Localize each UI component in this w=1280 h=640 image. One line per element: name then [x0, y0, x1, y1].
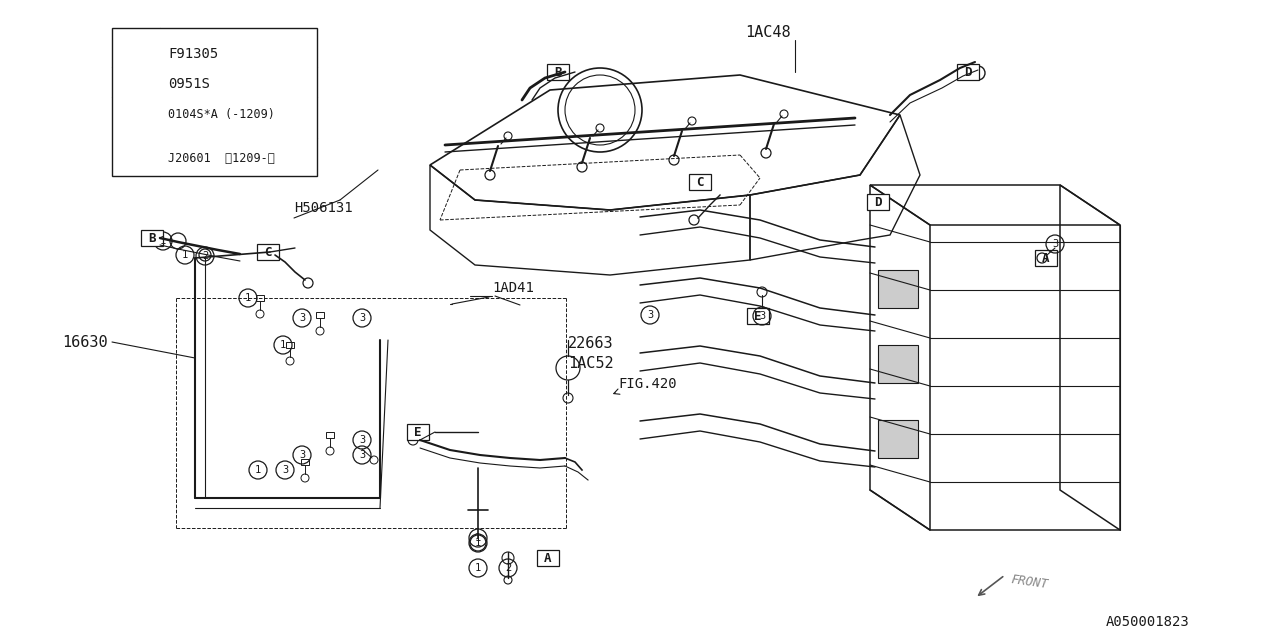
Bar [957, 64, 979, 80]
Bar [141, 230, 163, 246]
Text: 3: 3 [358, 435, 365, 445]
Text: 1: 1 [475, 563, 481, 573]
Text: 1: 1 [280, 340, 287, 350]
Text: 1: 1 [182, 250, 188, 260]
Text: C: C [696, 175, 704, 189]
Bar [301, 459, 308, 465]
Text: 2: 2 [132, 77, 140, 90]
Text: 3: 3 [646, 310, 653, 320]
Text: 1: 1 [255, 465, 261, 475]
Bar [407, 424, 429, 440]
Text: 1AC48: 1AC48 [745, 24, 791, 40]
Bar [257, 244, 279, 260]
Text: FIG.420: FIG.420 [618, 377, 677, 391]
Text: C: C [264, 246, 271, 259]
Text: 3: 3 [282, 465, 288, 475]
Text: 1: 1 [475, 538, 481, 548]
Text: 2: 2 [504, 563, 511, 573]
Text: 1: 1 [132, 47, 140, 61]
Bar [326, 432, 334, 438]
Text: 3: 3 [759, 311, 765, 321]
Text: A: A [1042, 252, 1050, 264]
Text: E: E [415, 426, 421, 438]
Text: 3: 3 [358, 450, 365, 460]
Text: 1: 1 [475, 533, 481, 543]
Bar [256, 295, 264, 301]
Text: D: D [964, 65, 972, 79]
Text: 22663: 22663 [568, 336, 613, 351]
Text: E: E [754, 310, 762, 323]
Text: 0951S: 0951S [168, 77, 210, 91]
Bar [1036, 250, 1057, 266]
Text: D: D [874, 195, 882, 209]
Bar [748, 308, 769, 324]
Text: 1AC52: 1AC52 [568, 356, 613, 371]
Text: B: B [148, 232, 156, 244]
Bar [547, 64, 570, 80]
Text: B: B [554, 65, 562, 79]
Text: 3: 3 [298, 313, 305, 323]
Text: 3: 3 [132, 115, 140, 129]
Bar [878, 270, 918, 308]
Text: 3: 3 [1052, 239, 1059, 249]
Text: A: A [544, 552, 552, 564]
Bar [878, 345, 918, 383]
Text: F91305: F91305 [168, 47, 219, 61]
Bar [285, 342, 294, 348]
Bar [538, 550, 559, 566]
Bar [113, 28, 317, 176]
Text: H506131: H506131 [294, 201, 352, 215]
Bar [867, 194, 890, 210]
Bar [316, 312, 324, 318]
Text: 0104S*A (-1209): 0104S*A (-1209) [168, 108, 275, 120]
Text: J20601  〈1209-〉: J20601 〈1209-〉 [168, 152, 275, 164]
Bar [689, 174, 710, 190]
Bar [878, 420, 918, 458]
Text: 3: 3 [358, 313, 365, 323]
Text: 1: 1 [160, 236, 166, 246]
Text: A050001823: A050001823 [1106, 615, 1190, 629]
Text: 16630: 16630 [61, 335, 108, 349]
Text: 1: 1 [244, 293, 251, 303]
Text: 3: 3 [298, 450, 305, 460]
Text: 2: 2 [202, 251, 209, 261]
Text: FRONT: FRONT [1010, 573, 1048, 591]
Text: 1AD41: 1AD41 [492, 281, 534, 295]
